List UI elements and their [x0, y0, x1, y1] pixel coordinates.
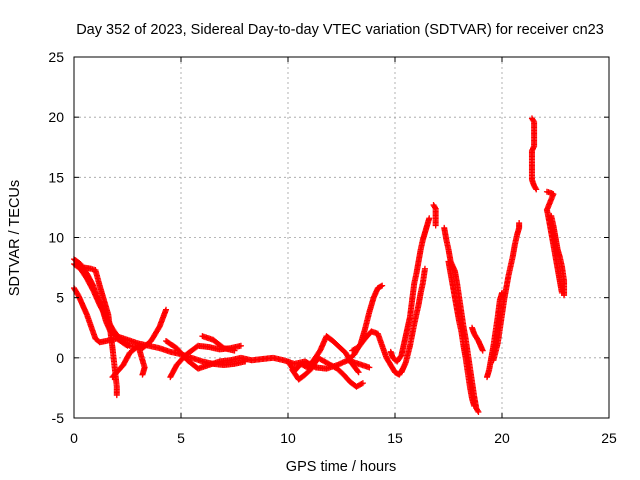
- data-point: [366, 364, 373, 371]
- series-track-q: [445, 258, 478, 409]
- data-points: [71, 115, 568, 415]
- series-track-p: [441, 224, 482, 415]
- data-point: [516, 220, 523, 227]
- data-point: [237, 342, 244, 349]
- chart-title: Day 352 of 2023, Sidereal Day-to-day VTE…: [76, 22, 604, 38]
- series-track-h: [199, 333, 238, 354]
- x-tick-label: 15: [387, 430, 403, 446]
- data-point: [113, 392, 120, 399]
- data-point: [123, 341, 130, 348]
- data-point: [432, 222, 439, 229]
- y-axis-label: SDTVAR / TECUs: [7, 180, 23, 296]
- data-point: [124, 342, 131, 349]
- x-tick-label: 10: [280, 430, 296, 446]
- x-tick-label: 25: [601, 430, 617, 446]
- series-track-b: [71, 260, 170, 352]
- series-track-e: [109, 342, 148, 381]
- data-point: [163, 306, 170, 313]
- series-track-v: [543, 188, 565, 296]
- data-point: [479, 347, 486, 354]
- grid-lines: [74, 57, 609, 418]
- y-tick-label: 10: [48, 230, 64, 246]
- x-tick-label: 0: [70, 430, 78, 446]
- data-point: [475, 408, 482, 415]
- data-point: [354, 368, 361, 375]
- y-tick-label: 0: [56, 350, 64, 366]
- data-point: [474, 407, 481, 414]
- series-track-d: [81, 264, 120, 399]
- y-tick-label: 5: [56, 290, 64, 306]
- series-track-w: [548, 212, 568, 299]
- series-track-t: [490, 220, 523, 364]
- data-point: [471, 402, 478, 409]
- data-point: [532, 185, 539, 192]
- y-tick-label: 15: [48, 169, 64, 185]
- series-track-j: [289, 354, 366, 390]
- series-track-f: [163, 337, 373, 372]
- data-point: [533, 186, 540, 193]
- data-point: [421, 265, 428, 272]
- y-tick-label: 20: [48, 109, 64, 125]
- series-track-u: [528, 115, 540, 193]
- data-point: [139, 371, 146, 378]
- y-tick-label: -5: [52, 410, 65, 426]
- series-track-m: [387, 215, 433, 365]
- data-point: [426, 215, 433, 222]
- data-point: [355, 369, 362, 376]
- series-track-r: [469, 324, 486, 354]
- data-point: [561, 292, 568, 299]
- x-tick-label: 20: [494, 430, 510, 446]
- axis-ticks: 0 5 10 15 20 25 -5 0 5 10 15 20 25: [48, 49, 617, 446]
- y-tick-label: 25: [48, 49, 64, 65]
- data-point: [358, 380, 365, 387]
- data-point: [379, 282, 386, 289]
- data-point: [231, 347, 238, 354]
- x-tick-label: 5: [177, 430, 185, 446]
- x-axis-label: GPS time / hours: [286, 459, 396, 475]
- series-track-n: [398, 265, 428, 376]
- series-track-o: [430, 202, 439, 229]
- data-point: [359, 380, 366, 387]
